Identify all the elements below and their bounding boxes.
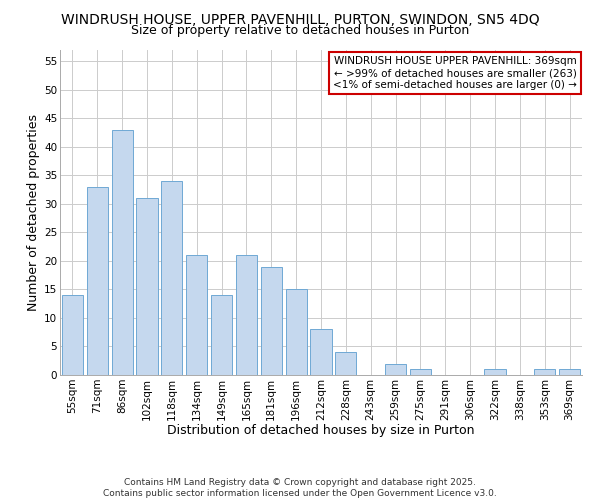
Bar [310, 330, 332, 375]
Bar [410, 370, 431, 375]
Y-axis label: Number of detached properties: Number of detached properties [27, 114, 40, 311]
Bar [385, 364, 406, 375]
Bar [236, 256, 257, 375]
Bar [62, 295, 83, 375]
Text: Size of property relative to detached houses in Purton: Size of property relative to detached ho… [131, 24, 469, 37]
Bar [112, 130, 133, 375]
Bar [484, 370, 506, 375]
Bar [87, 187, 108, 375]
Bar [161, 181, 182, 375]
Bar [286, 290, 307, 375]
Bar [534, 370, 555, 375]
Bar [335, 352, 356, 375]
Bar [186, 256, 207, 375]
Text: Contains HM Land Registry data © Crown copyright and database right 2025.
Contai: Contains HM Land Registry data © Crown c… [103, 478, 497, 498]
Text: WINDRUSH HOUSE UPPER PAVENHILL: 369sqm
← >99% of detached houses are smaller (26: WINDRUSH HOUSE UPPER PAVENHILL: 369sqm ←… [333, 56, 577, 90]
Bar [136, 198, 158, 375]
Bar [261, 266, 282, 375]
X-axis label: Distribution of detached houses by size in Purton: Distribution of detached houses by size … [167, 424, 475, 437]
Bar [211, 295, 232, 375]
Bar [559, 370, 580, 375]
Text: WINDRUSH HOUSE, UPPER PAVENHILL, PURTON, SWINDON, SN5 4DQ: WINDRUSH HOUSE, UPPER PAVENHILL, PURTON,… [61, 12, 539, 26]
